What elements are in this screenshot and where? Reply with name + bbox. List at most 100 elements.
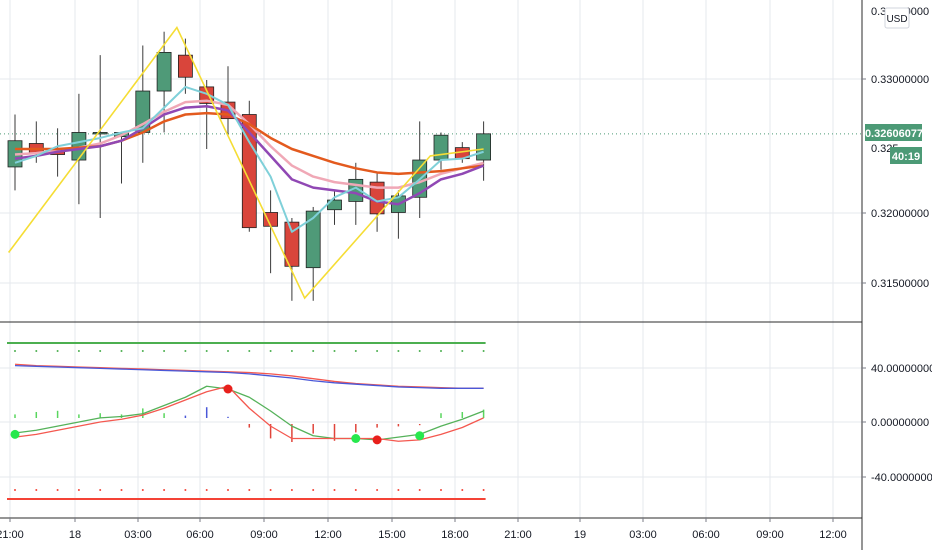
lower-band-dot xyxy=(99,489,102,491)
price-tag-countdown-box xyxy=(890,147,922,164)
time-tick-label: 06:00 xyxy=(186,529,214,541)
upper-band-dot xyxy=(77,350,80,352)
upper-band-dot xyxy=(248,350,251,352)
upper-band-dot xyxy=(440,350,442,352)
lower-band-dot xyxy=(56,489,59,491)
candle-up[interactable] xyxy=(433,134,449,161)
oscillator-axis[interactable]: 40.00000000 0.00000000 -40.00000000 xyxy=(862,363,932,484)
oscillator-line-green xyxy=(14,385,484,441)
upper-band-dot xyxy=(418,350,421,352)
upper-band-dot xyxy=(99,350,102,352)
upper-band-dot xyxy=(14,350,16,352)
upper-band-dot xyxy=(163,350,166,352)
lower-band-dot xyxy=(35,489,38,491)
lower-band-dot xyxy=(205,489,208,491)
currency-badge-frame xyxy=(884,7,910,29)
upper-band-dot xyxy=(461,350,464,352)
oscillator-line-red xyxy=(14,385,484,442)
candle-down[interactable] xyxy=(177,54,193,78)
time-tick-label: 06:00 xyxy=(692,529,720,541)
price-tick-label: 0.32000000 xyxy=(871,208,929,220)
price-tick-label: 0.33000000 xyxy=(871,74,929,86)
lower-band-dot xyxy=(120,489,123,491)
upper-band-dot xyxy=(227,350,229,352)
candle-down[interactable] xyxy=(284,221,300,267)
signal-dot-green[interactable] xyxy=(351,434,361,443)
lower-band-dot xyxy=(77,489,80,491)
upper-band-dot xyxy=(205,350,208,352)
candle-up[interactable] xyxy=(305,210,321,269)
signal-dot-green[interactable] xyxy=(415,431,425,441)
moving-average-purple xyxy=(14,104,485,206)
price-tag-value-box xyxy=(865,124,922,141)
time-tick-label: 12:00 xyxy=(314,529,342,541)
lower-band-dot xyxy=(333,489,336,491)
upper-band-dot xyxy=(333,350,336,352)
zigzag-line xyxy=(7,26,484,300)
oscillator-line-slow-red xyxy=(14,363,484,389)
time-tick-label: 21:00 xyxy=(504,529,532,541)
time-tick-label: 09:00 xyxy=(756,529,784,541)
time-tick-label: 18 xyxy=(69,529,81,541)
lower-band-dot xyxy=(269,489,272,491)
lower-band-dot xyxy=(312,489,315,491)
lower-band-dot xyxy=(376,489,379,491)
currency-badge-label: USD xyxy=(886,14,907,25)
time-tick-label: 12:00 xyxy=(819,529,847,541)
price-tick-label: 0.31500000 xyxy=(871,278,929,290)
upper-band-dot xyxy=(184,350,187,352)
lower-band-dot xyxy=(418,489,421,491)
lower-band-dot xyxy=(397,489,400,491)
time-tick-label: 03:00 xyxy=(629,529,657,541)
currency-badge[interactable]: USD xyxy=(884,7,910,29)
time-axis[interactable]: 21:00 18 03:00 06:00 09:00 12:00 15:00 18:00 21:… xyxy=(0,518,847,541)
lower-band-dot xyxy=(290,489,293,491)
upper-band-dot xyxy=(397,350,400,352)
candle-up[interactable] xyxy=(476,133,492,161)
oscillator-tick-label: 40.00000000 xyxy=(871,363,932,375)
time-tick-label: 03:00 xyxy=(124,529,152,541)
upper-band-dot xyxy=(35,350,38,352)
price-pane[interactable] xyxy=(0,26,862,301)
lower-band-dot xyxy=(163,489,166,491)
time-tick-label: 09:00 xyxy=(250,529,278,541)
lower-band-dot xyxy=(141,489,144,491)
price-tag: 0.32606077 40:19 xyxy=(865,124,923,164)
upper-band-dot xyxy=(376,350,379,352)
time-tick-label: 15:00 xyxy=(378,529,406,541)
candle-up[interactable] xyxy=(156,52,172,92)
signal-dot-green[interactable] xyxy=(10,429,20,439)
time-tick-label: 18:00 xyxy=(441,529,469,541)
upper-band-dot xyxy=(141,350,144,352)
lower-band-dot xyxy=(354,489,357,491)
time-tick-label: 21:00 xyxy=(0,529,24,541)
lower-band-dot xyxy=(248,489,251,491)
time-tick-label: 19 xyxy=(574,529,586,541)
lower-band-dot xyxy=(184,489,187,491)
upper-band-dot xyxy=(56,350,59,352)
upper-band-dot xyxy=(269,350,272,352)
upper-band-dot xyxy=(354,350,357,352)
oscillator-tick-label: -40.00000000 xyxy=(871,472,932,484)
oscillator-line-slow-blue xyxy=(14,364,484,389)
lower-band-dot xyxy=(14,489,16,491)
candle-down[interactable] xyxy=(241,114,257,229)
price-tag-value: 0.32606077 xyxy=(865,128,923,140)
price-tag-countdown: 40:19 xyxy=(892,151,920,163)
signal-dot-red[interactable] xyxy=(223,384,233,394)
oscillator-tick-label: 0.00000000 xyxy=(871,417,929,429)
upper-band-dot xyxy=(312,350,315,352)
grid xyxy=(0,0,862,518)
lower-band-dot xyxy=(482,489,485,491)
upper-band-dot xyxy=(290,350,293,352)
candle-up[interactable] xyxy=(92,132,108,135)
lower-band-dot xyxy=(440,489,442,491)
lower-band-dot xyxy=(227,489,229,491)
lower-band-dot xyxy=(461,489,464,491)
oscillator-pane[interactable] xyxy=(7,342,486,500)
upper-band-dot xyxy=(120,350,123,352)
upper-band-dot xyxy=(482,350,485,352)
signal-dot-red[interactable] xyxy=(372,435,382,445)
